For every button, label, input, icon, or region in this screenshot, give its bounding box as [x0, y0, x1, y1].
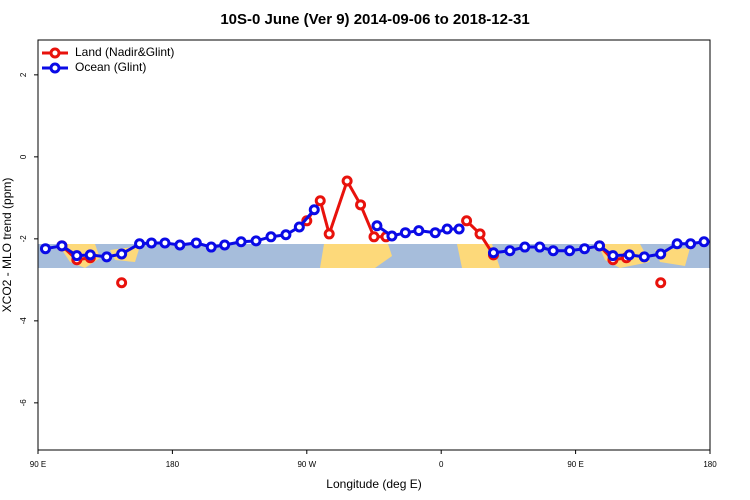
data-point: [293, 221, 305, 233]
data-point: [368, 231, 380, 243]
data-point: [564, 245, 576, 257]
data-point: [547, 245, 559, 257]
data-point: [116, 277, 128, 289]
data-point: [159, 237, 171, 249]
data-point: [219, 239, 231, 251]
data-point: [39, 243, 51, 255]
data-point: [190, 237, 202, 249]
data-point: [308, 204, 320, 216]
legend-label: Land (Nadir&Glint): [75, 45, 174, 59]
data-point: [386, 230, 398, 242]
x-tick-label: 0: [439, 460, 444, 469]
y-tick-label: 0: [19, 154, 28, 159]
data-point: [504, 245, 516, 257]
y-tick-label: -6: [19, 399, 28, 407]
data-point: [534, 241, 546, 253]
data-point: [698, 236, 710, 248]
data-point: [671, 238, 683, 250]
data-point: [116, 248, 128, 260]
plot-frame: [37, 39, 711, 451]
legend-marker: [49, 62, 61, 74]
x-tick-label: 180: [703, 460, 717, 469]
data-point: [638, 251, 650, 263]
data-point: [56, 240, 68, 252]
chart-title: 10S-0 June (Ver 9) 2014-09-06 to 2018-12…: [220, 11, 529, 28]
x-tick-label: 90 E: [30, 460, 46, 469]
data-point: [134, 238, 146, 250]
data-point: [101, 251, 113, 263]
x-tick-label: 180: [166, 460, 180, 469]
data-point: [461, 215, 473, 227]
data-point: [84, 249, 96, 261]
data-point: [519, 241, 531, 253]
data-point: [593, 240, 605, 252]
data-point: [71, 250, 83, 262]
data-point: [607, 250, 619, 262]
land-patch: [320, 244, 392, 268]
data-point: [280, 229, 292, 241]
data-point: [487, 247, 499, 259]
x-axis-label: Longitude (deg E): [326, 477, 421, 491]
x-tick-label: 90 E: [567, 460, 583, 469]
data-point: [341, 175, 353, 187]
x-tick-label: 90 W: [297, 460, 316, 469]
data-point: [685, 238, 697, 250]
data-point: [474, 228, 486, 240]
data-point: [314, 195, 326, 207]
data-point: [145, 237, 157, 249]
data-point: [441, 223, 453, 235]
y-tick-label: -4: [19, 317, 28, 325]
data-point: [205, 241, 217, 253]
legend-label: Ocean (Glint): [75, 60, 146, 74]
data-point: [655, 248, 667, 260]
data-point: [265, 231, 277, 243]
data-point: [250, 235, 262, 247]
data-point: [371, 220, 383, 232]
data-point: [623, 249, 635, 261]
y-tick-label: -2: [19, 235, 28, 243]
y-axis-label: XCO2 - MLO trend (ppm): [0, 178, 14, 313]
data-point: [355, 199, 367, 211]
data-point: [453, 223, 465, 235]
data-point: [174, 239, 186, 251]
data-point: [655, 277, 667, 289]
data-point: [579, 243, 591, 255]
legend-marker: [49, 47, 61, 59]
data-point: [235, 236, 247, 248]
data-point: [323, 228, 335, 240]
data-point: [399, 227, 411, 239]
data-point: [413, 225, 425, 237]
y-tick-label: 2: [19, 72, 28, 77]
data-point: [429, 227, 441, 239]
